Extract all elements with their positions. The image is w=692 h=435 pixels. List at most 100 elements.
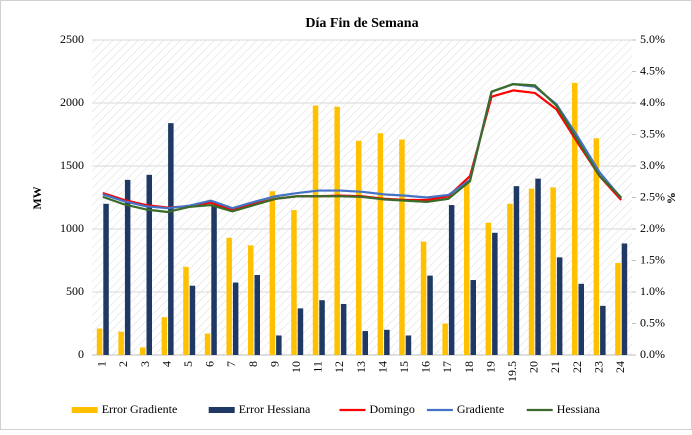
bar (226, 237, 232, 355)
bar (96, 328, 103, 355)
x-tick-label: 2 (116, 361, 130, 367)
x-tick-label: 5 (181, 361, 195, 367)
bar (550, 187, 556, 355)
bar (319, 300, 325, 355)
y2-tick-label: 1.0% (640, 284, 665, 298)
x-tick-label: 7 (224, 361, 238, 367)
bar (362, 331, 368, 355)
y2-tick-label: 2.5% (640, 189, 665, 203)
bar (448, 205, 455, 355)
bar (183, 266, 189, 355)
x-tick-label: 13 (354, 361, 368, 373)
bar (485, 222, 492, 355)
bar (269, 191, 276, 355)
legend-label: Gradiente (457, 402, 504, 416)
bar (103, 203, 109, 355)
y2-tick-label: 4.0% (640, 95, 665, 109)
bar (377, 133, 384, 355)
x-tick-label: 22 (570, 361, 584, 373)
bar (600, 305, 606, 355)
bar (232, 282, 239, 355)
y-tick-label: 500 (66, 284, 84, 298)
bar (291, 210, 297, 355)
legend-swatch (71, 407, 98, 413)
bar (593, 138, 600, 355)
y-tick-label: 1500 (60, 158, 84, 172)
bar (248, 245, 254, 355)
x-tick-label: 14 (375, 361, 389, 373)
bar (420, 241, 427, 355)
x-tick-label: 17 (440, 361, 454, 373)
bar (189, 285, 196, 355)
x-tick-label: 10 (289, 361, 303, 373)
bar (615, 263, 621, 355)
bar (507, 203, 513, 355)
x-tick-label: 20 (527, 361, 541, 373)
x-tick-label: 23 (591, 361, 605, 373)
y-tick-label: 0 (78, 347, 84, 361)
x-tick-label: 6 (203, 361, 217, 367)
y-tick-label: 2000 (60, 95, 84, 109)
bar (254, 274, 260, 355)
y2-tick-label: 0.0% (640, 347, 665, 361)
legend-label: Hessiana (557, 402, 601, 416)
bar (340, 303, 347, 355)
bar (556, 257, 563, 355)
bar (118, 331, 124, 355)
bar (621, 243, 628, 355)
x-tick-label: 8 (246, 361, 260, 367)
bar (312, 105, 319, 356)
x-tick-label: 9 (267, 361, 281, 367)
bar (442, 323, 448, 355)
y2-tick-label: 4.5% (640, 63, 665, 77)
bar (384, 329, 390, 355)
legend-label: Error Hessiana (239, 402, 311, 416)
bar (464, 181, 470, 355)
legend-swatch (208, 407, 235, 413)
bar (535, 178, 541, 355)
bar (427, 275, 433, 355)
x-tick-label: 16 (419, 361, 433, 373)
bar (513, 186, 520, 355)
bar (334, 106, 340, 355)
bar (470, 280, 476, 355)
line (102, 83, 622, 214)
bar (204, 333, 211, 355)
bar (356, 140, 362, 355)
bar (276, 335, 282, 355)
x-tick-label: 11 (311, 361, 325, 373)
bar (578, 283, 584, 355)
y2-tick-label: 2.0% (640, 221, 665, 235)
x-tick-label: 19.5 (505, 361, 519, 382)
x-tick-label: 15 (397, 361, 411, 373)
x-tick-label: 1 (95, 361, 109, 367)
x-tick-label: 18 (462, 361, 476, 373)
x-tick-label: 4 (159, 361, 173, 367)
x-tick-label: 3 (138, 361, 152, 367)
y2-tick-label: 0.5% (640, 315, 665, 329)
bar (146, 174, 152, 355)
y2-axis-title: % (664, 192, 678, 204)
bar (572, 82, 578, 355)
y2-tick-label: 1.5% (640, 252, 665, 266)
bar (168, 123, 174, 355)
y-tick-label: 2500 (60, 32, 84, 46)
bar (528, 188, 535, 355)
bar (405, 335, 412, 355)
y-axis-title: MW (30, 186, 44, 209)
bar (492, 232, 498, 355)
y-tick-label: 1000 (60, 221, 84, 235)
bar (211, 205, 217, 355)
x-tick-label: 12 (332, 361, 346, 373)
bar (124, 179, 131, 355)
bar (140, 347, 146, 355)
x-tick-label: 21 (548, 361, 562, 373)
x-tick-label: 19 (483, 361, 497, 373)
legend-label: Error Gradiente (102, 402, 178, 416)
y2-tick-label: 5.0% (640, 32, 665, 46)
y2-tick-label: 3.0% (640, 158, 665, 172)
legend-label: Domingo (370, 402, 415, 416)
chart-title: Día Fin de Semana (305, 16, 418, 31)
y2-tick-label: 3.5% (640, 126, 665, 140)
bar (161, 317, 168, 355)
